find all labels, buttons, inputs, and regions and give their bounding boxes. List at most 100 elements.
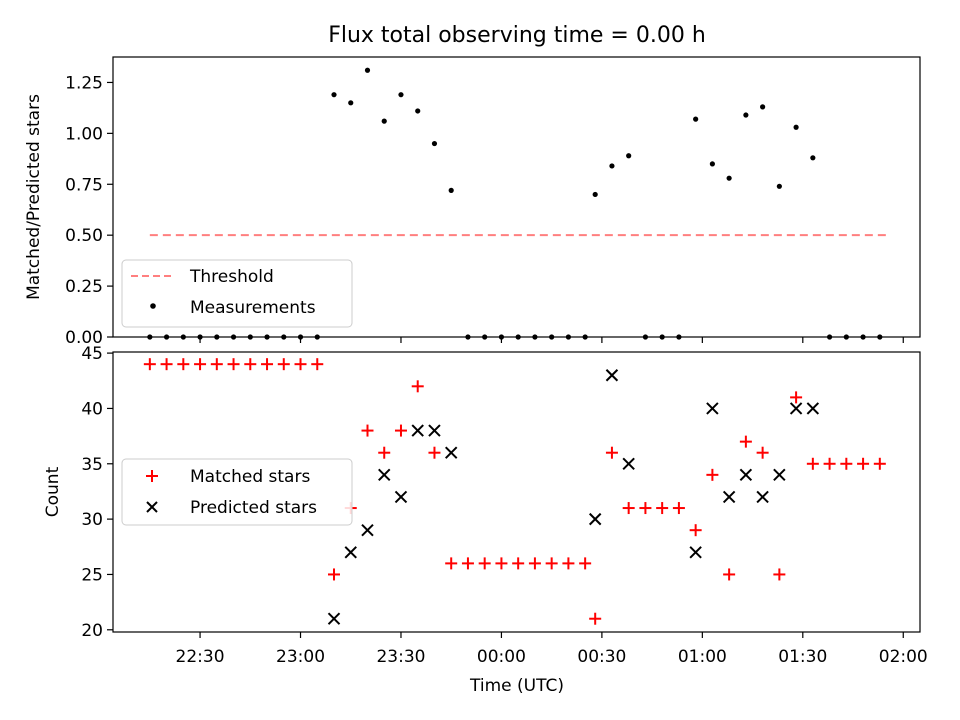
predicted-star-point [806, 402, 820, 415]
matched-star-point [478, 557, 491, 570]
measurement-point [431, 140, 438, 147]
measurement-point [693, 116, 699, 122]
matched-star-point [605, 446, 618, 459]
bottom-x-tick-label: 02:00 [879, 647, 928, 667]
measurement-point [448, 187, 454, 193]
matched-star-point [244, 358, 257, 371]
matched-star-point [495, 557, 508, 570]
predicted-star-point [411, 424, 424, 437]
measurements-legend-swatch [150, 303, 156, 309]
predicted-star-point [756, 490, 769, 504]
matched-star-point [806, 457, 819, 470]
bottom-x-tick-label: 23:30 [376, 647, 425, 667]
predicted-star-point [773, 468, 786, 482]
measurement-point [776, 183, 782, 189]
predicted-star-point [739, 468, 753, 482]
matched-star-point [773, 568, 786, 581]
top-legend: Threshold Measurements [121, 259, 353, 328]
measurement-point [609, 163, 615, 169]
bottom-x-tick-label: 23:00 [276, 647, 325, 667]
matched-star-point [445, 557, 458, 570]
matched-star-point [394, 424, 407, 437]
bottom-x-ticks: 22:30 23:00 23:30 00:00 00:30 01:00 01:30 02:00 [176, 632, 928, 667]
matched-star-point [512, 557, 525, 570]
measurement-point [147, 334, 153, 340]
predicted-star-point [622, 457, 635, 470]
measurement-point [247, 334, 253, 340]
predicted-star-point [605, 369, 619, 382]
matched-star-point [428, 446, 441, 459]
measurement-point [743, 112, 749, 118]
bottom-x-tick-label: 01:00 [678, 647, 727, 667]
measurement-point [163, 334, 170, 340]
measurement-point [214, 334, 220, 340]
measurement-point [230, 334, 237, 340]
matched-star-point [411, 380, 424, 393]
count-points [143, 358, 886, 625]
top-y-tick-label: 1.25 [65, 73, 103, 93]
matched-star-point [227, 358, 240, 371]
predicted-star-point [378, 468, 391, 482]
measurement-point [331, 92, 337, 98]
bottom-y-ticks: 20 25 30 35 40 45 [81, 344, 113, 641]
measurement-point [415, 108, 421, 114]
bottom-x-tick-label: 22:30 [176, 647, 225, 667]
matched-star-point [361, 424, 374, 437]
matched-star-point [656, 502, 669, 515]
predicted-legend-swatch [146, 501, 158, 513]
matched-star-point [545, 557, 558, 570]
bottom-x-tick-label: 00:00 [477, 647, 526, 667]
threshold-legend-label: Threshold [189, 267, 274, 287]
matched-star-point [873, 457, 886, 470]
measurement-point [381, 118, 387, 124]
measurement-point [264, 334, 270, 340]
matched-star-point [311, 358, 324, 371]
measurement-point [398, 92, 404, 98]
matched-star-point [689, 524, 702, 537]
matched-star-point [723, 568, 736, 581]
top-y-tick-label: 0.00 [65, 328, 103, 348]
measurement-point [877, 334, 883, 340]
measurement-point [532, 334, 538, 340]
matched-star-point [756, 446, 769, 459]
measurement-point [549, 334, 555, 340]
matched-star-point [328, 568, 341, 581]
matched-star-point [790, 391, 803, 404]
matched-legend-label: Matched stars [190, 467, 310, 487]
bottom-x-tick-label: 01:30 [778, 647, 827, 667]
matched-star-point [840, 457, 853, 470]
predicted-star-point [361, 523, 374, 537]
matched-star-point [378, 446, 391, 459]
bottom-y-tick-label: 35 [81, 455, 103, 475]
bottom-y-tick-label: 40 [81, 399, 103, 419]
matched-star-point [562, 557, 575, 570]
bottom-x-tick-label: 00:30 [577, 647, 626, 667]
top-y-axis-label: Matched/Predicted stars [24, 94, 44, 300]
x-axis-label: Time (UTC) [469, 676, 564, 696]
measurement-point [642, 334, 649, 340]
top-legend-box [121, 259, 353, 328]
matched-star-point [160, 358, 173, 371]
matched-star-point [277, 358, 290, 371]
predicted-star-point [689, 546, 702, 559]
predicted-star-point [344, 546, 357, 559]
measurement-point [760, 104, 766, 110]
bottom-y-axis-label: Count [43, 466, 63, 517]
matched-star-point [706, 468, 719, 481]
measurement-point [180, 334, 186, 340]
predicted-star-point [394, 490, 408, 504]
bottom-y-tick-label: 20 [81, 621, 103, 641]
matched-star-point [579, 557, 592, 570]
measurement-point [515, 334, 521, 340]
measurements-legend-label: Measurements [190, 298, 316, 318]
measurement-point [676, 334, 682, 340]
measurement-point [482, 334, 488, 340]
measurement-point [348, 100, 354, 106]
predicted-legend-label: Predicted stars [190, 498, 317, 518]
measurement-point [592, 191, 598, 198]
measurement-point [793, 124, 799, 130]
matched-star-point [261, 358, 274, 371]
measurement-point [726, 175, 732, 181]
matched-legend-swatch [146, 470, 158, 482]
predicted-star-point [444, 446, 458, 459]
